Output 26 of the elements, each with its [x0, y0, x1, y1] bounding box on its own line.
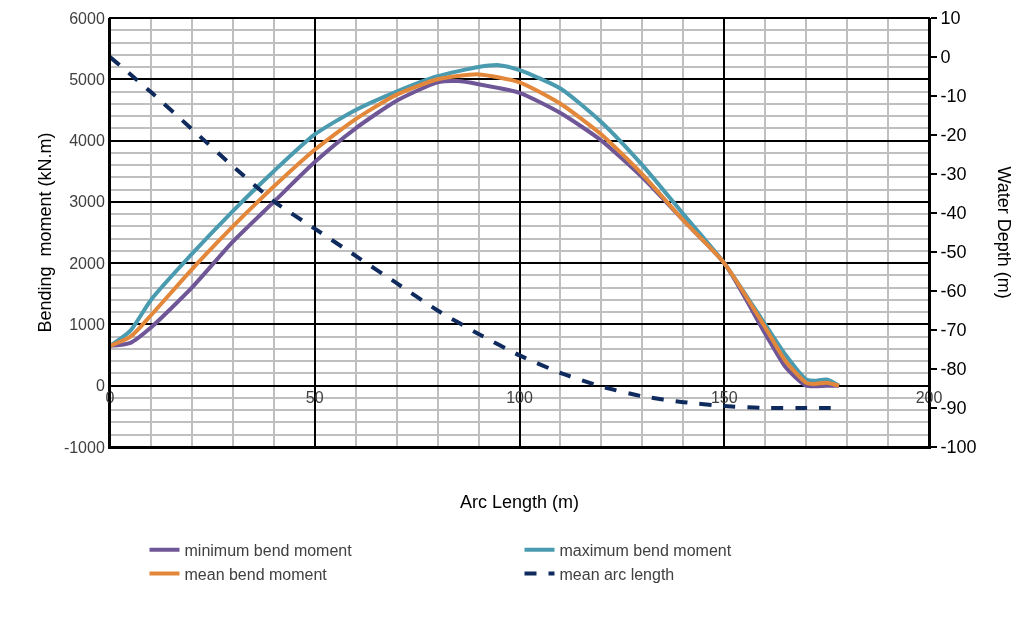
y2-tick-label: -40: [940, 203, 967, 224]
y2-tick-label: 10: [940, 8, 961, 29]
legend-label: minimum bend moment: [184, 541, 353, 559]
y2-tick-label: -50: [940, 242, 967, 263]
y2-tick-label: -20: [940, 125, 967, 146]
y-tick-label: 3000: [69, 193, 105, 211]
y2-tick-label: -10: [940, 86, 967, 107]
legend-label: maximum bend moment: [559, 541, 732, 559]
y-tick-label: 5000: [69, 70, 105, 88]
y-tick-label: 4000: [69, 132, 105, 150]
y2-tick-label: -80: [940, 359, 967, 380]
y-tick-label: 0: [95, 377, 105, 395]
y2-tick-label: -70: [940, 320, 967, 341]
x-axis-title: Arc Length (m): [460, 492, 580, 512]
y2-tick-label: -100: [940, 437, 977, 458]
y2-tick-label: 0: [940, 47, 951, 68]
y2-tick-label: -60: [940, 281, 967, 302]
y-axis-title: Bending moment (kN.m): [34, 132, 55, 333]
legend-label: mean bend moment: [184, 565, 328, 583]
y-tick-label: 1000: [69, 316, 105, 334]
legend-label: mean arc length: [559, 565, 675, 583]
y2-axis-title: Water Depth (m): [993, 166, 1014, 299]
y-tick-label: 6000: [69, 9, 105, 27]
y-tick-label: -1000: [63, 438, 105, 456]
y2-tick-label: -30: [940, 164, 967, 185]
y-tick-label: 2000: [69, 254, 105, 272]
